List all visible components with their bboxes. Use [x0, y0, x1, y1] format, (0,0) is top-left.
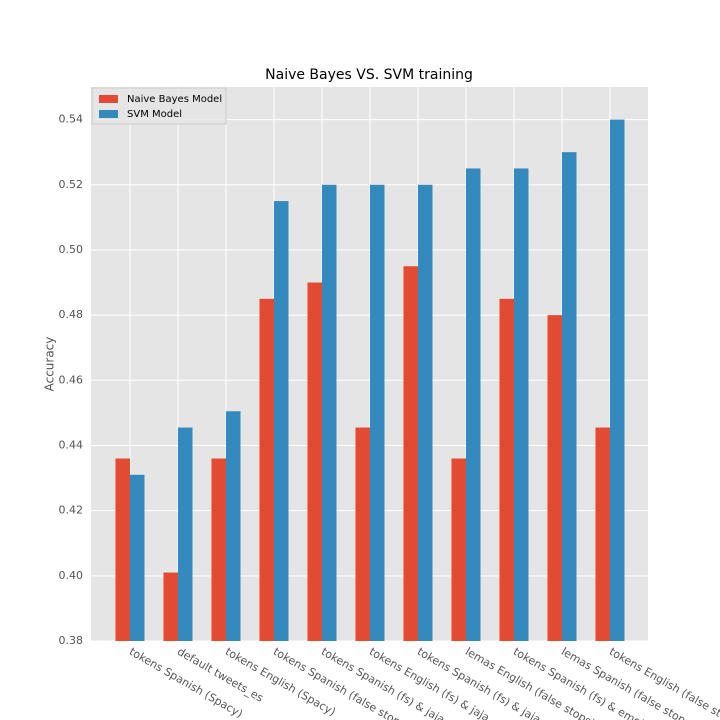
legend-label: SVM Model [127, 109, 182, 120]
bar [115, 458, 130, 641]
legend-label: Naive Bayes Model [127, 94, 222, 105]
y-tick-label: 0.52 [59, 178, 84, 191]
bar [355, 427, 370, 641]
y-tick-label: 0.50 [59, 243, 84, 256]
bar [403, 266, 418, 641]
bar [466, 168, 481, 641]
bar [130, 474, 145, 641]
y-axis-label: Accuracy [43, 337, 57, 392]
chart-title: Naive Bayes VS. SVM training [265, 67, 473, 83]
bar [322, 184, 337, 641]
y-tick-label: 0.44 [59, 438, 84, 451]
bar [259, 298, 274, 641]
y-tick-label: 0.40 [59, 569, 84, 582]
bar [370, 184, 385, 641]
y-tick-label: 0.38 [59, 634, 84, 647]
bar [499, 298, 514, 641]
bar [514, 168, 529, 641]
bar [418, 184, 433, 641]
bar [595, 427, 610, 641]
y-tick-label: 0.46 [59, 373, 84, 386]
bar [451, 458, 466, 641]
y-tick-label: 0.48 [59, 308, 84, 321]
legend-swatch [99, 110, 118, 118]
bar [178, 427, 193, 641]
bar [610, 119, 625, 641]
bar [547, 315, 562, 641]
bar [274, 201, 289, 641]
bar [307, 282, 322, 641]
bar [226, 411, 241, 641]
legend-swatch [99, 95, 118, 103]
y-tick-label: 0.42 [59, 504, 84, 517]
bar [163, 572, 178, 641]
bar [562, 152, 577, 642]
bar [211, 458, 226, 641]
y-tick-label: 0.54 [59, 113, 84, 126]
